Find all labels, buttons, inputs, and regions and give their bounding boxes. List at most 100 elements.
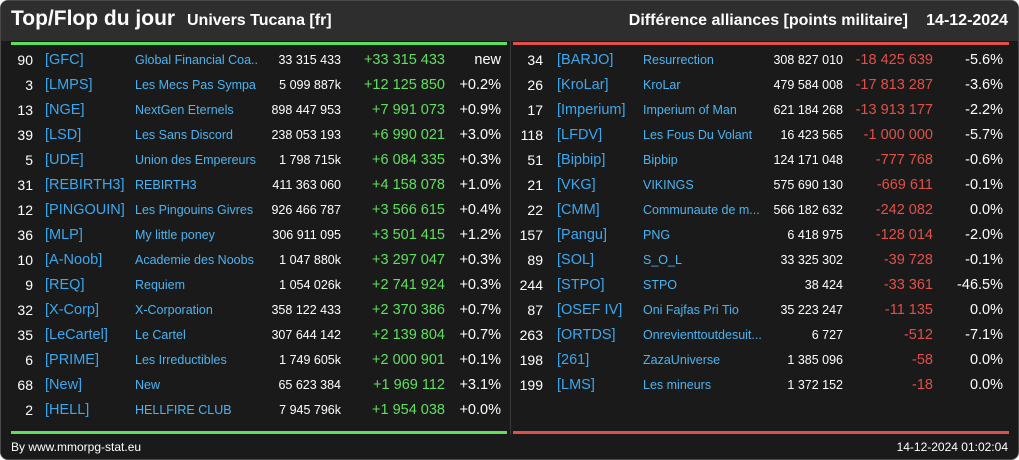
alliance-name-link[interactable]: Oni Fajfas Pri Tio [643,303,739,317]
alliance-name-link[interactable]: ZazaUniverse [643,353,721,367]
alliance-name-link[interactable]: Les Fous Du Volant [643,128,753,142]
difference-cell: -777 768 [875,152,933,168]
alliance-tag-link[interactable]: [Bipbip] [557,152,606,168]
difference-cell: -242 082 [875,202,933,218]
rank-cell: 35 [17,327,33,343]
points-cell: 1 385 096 [787,353,843,367]
percent-cell: +0.7% [459,327,501,343]
alliance-name-link[interactable]: Onrevienttoutdesuit... [643,328,762,342]
alliance-name-link[interactable]: Imperium of Man [643,103,737,117]
percent-cell: 0.0% [969,302,1003,318]
rank-cell: 21 [527,177,543,193]
difference-cell: +7 991 073 [372,102,445,118]
rank-cell: 22 [527,202,543,218]
alliance-tag-link[interactable]: [REQ] [45,277,85,293]
alliance-tag-link[interactable]: [BARJO] [557,52,614,68]
alliance-name-link[interactable]: Bipbip [643,153,678,167]
table-row: 32 [X-Corp] X-Corporation 358 122 433 +2 370… [1,298,510,323]
alliance-name-link[interactable]: S_O_L [643,253,682,267]
alliance-tag-link[interactable]: [HELL] [45,402,90,418]
alliance-name-link[interactable]: Les Sans Discord [135,128,233,142]
alliance-name-link[interactable]: STPO [643,278,678,292]
alliance-name-link[interactable]: Les Irreductibles [135,353,227,367]
alliance-tag-link[interactable]: [LMS] [557,377,595,393]
rank-cell: 10 [17,252,33,268]
alliance-tag-link[interactable]: [A-Noob] [45,252,103,268]
alliance-name-link[interactable]: Academie des Noobs [135,253,254,267]
alliance-tag-link[interactable]: [261] [557,352,590,368]
alliance-tag-link[interactable]: [LMPS] [45,77,93,93]
alliance-name-link[interactable]: Resurrection [643,53,714,67]
percent-cell: -0.1% [965,252,1003,268]
alliance-name-link[interactable]: Les Pingouins Givres [135,203,254,217]
alliance-tag-link[interactable]: [KroLar] [557,77,609,93]
difference-cell: +1 954 038 [372,402,445,418]
alliance-tag-link[interactable]: [Pangu] [557,227,607,243]
alliance-tag-link[interactable]: [UDE] [45,152,84,168]
rank-cell: 51 [527,152,543,168]
points-cell: 33 315 433 [278,53,341,67]
difference-cell: -18 [912,377,933,393]
alliance-name-link[interactable]: Les mineurs [643,378,712,392]
alliance-tag-link[interactable]: [CMM] [557,202,600,218]
alliance-tag-link[interactable]: [GFC] [45,52,84,68]
table-row: 17 [Imperium] Imperium of Man 621 184 268 -1… [511,98,1018,123]
table-row: 13 [NGE] NextGen Eternels 898 447 953 +7 991… [1,98,510,123]
alliance-tag-link[interactable]: [X-Corp] [45,302,99,318]
alliance-name-link[interactable]: Les Mecs Pas Sympa [135,78,256,92]
alliance-tag-link[interactable]: [PRIME] [45,352,99,368]
alliance-name-link[interactable]: New [135,378,161,392]
alliance-tag-link[interactable]: [OSEF IV] [557,302,623,318]
subtitle: Différence alliances [points militaire] [628,12,908,29]
alliance-name-link[interactable]: REBIRTH3 [135,178,197,192]
alliance-tag-link[interactable]: [PINGOUIN] [45,202,125,218]
top-gainers-table: 90 [GFC] Global Financial Coa... 33 315 433… [1,41,510,435]
gainers-top-bar [11,42,507,45]
rank-cell: 157 [519,227,543,243]
alliance-tag-link[interactable]: [Imperium] [557,102,626,118]
alliance-tag-link[interactable]: [STPO] [557,277,605,293]
rank-cell: 6 [25,352,33,368]
alliance-name-link[interactable]: NextGen Eternels [135,103,234,117]
alliance-name-link[interactable]: PNG [643,228,671,242]
alliance-tag-link[interactable]: [LFDV] [557,127,603,143]
difference-cell: -13 913 177 [855,102,933,118]
alliance-name-link[interactable]: Le Cartel [135,328,186,342]
difference-cell: +12 125 850 [363,77,445,93]
alliance-name-link[interactable]: Union des Empereurs [135,153,256,167]
percent-cell: -5.6% [965,52,1003,68]
percent-cell: 0.0% [969,352,1003,368]
alliance-name-link[interactable]: Global Financial Coa... [135,53,259,67]
alliance-tag-link[interactable]: [NGE] [45,102,85,118]
gainers-bottom-bar [11,431,507,434]
alliance-tag-link[interactable]: [ORTDS] [557,327,616,343]
alliance-name-link[interactable]: My little poney [135,228,215,242]
alliance-tag-link[interactable]: [MLP] [45,227,83,243]
table-row: 31 [REBIRTH3] REBIRTH3 411 363 060 +4 158 07… [1,173,510,198]
alliance-tag-link[interactable]: [LeCartel] [45,327,108,343]
points-cell: 411 363 060 [272,178,341,192]
alliance-name-link[interactable]: VIKINGS [643,178,694,192]
footer-credit-link[interactable]: By www.mmorpg-stat.eu [11,440,142,454]
alliance-tag-link[interactable]: [SOL] [557,252,595,268]
table-row: 198 [261] ZazaUniverse 1 385 096 -58 0.0% [511,348,1018,373]
table-row: 12 [PINGOUIN] Les Pingouins Givres 926 466 … [1,198,510,223]
table-row: 89 [SOL] S_O_L 33 325 302 -39 728 -0.1% [511,248,1018,273]
difference-cell: -58 [912,352,933,368]
alliance-name-link[interactable]: KroLar [643,78,681,92]
points-cell: 33 325 302 [780,253,843,267]
alliance-name-link[interactable]: Communaute de m... [643,203,760,217]
points-cell: 5 099 887k [279,78,341,92]
alliance-tag-link[interactable]: [VKG] [557,177,596,193]
table-row: 51 [Bipbip] Bipbip 124 171 048 -777 768 -0.6% [511,148,1018,173]
alliance-tag-link[interactable]: [New] [45,377,83,393]
alliance-tag-link[interactable]: [REBIRTH3] [45,177,125,193]
alliance-name-link[interactable]: HELLFIRE CLUB [135,403,232,417]
table-row: 157 [Pangu] PNG 6 418 975 -128 014 -2.0% [511,223,1018,248]
difference-cell: -669 611 [876,177,933,193]
points-cell: 7 945 796k [279,403,341,417]
alliance-name-link[interactable]: X-Corporation [135,303,213,317]
alliance-tag-link[interactable]: [LSD] [45,127,82,143]
alliance-name-link[interactable]: Requiem [135,278,186,292]
